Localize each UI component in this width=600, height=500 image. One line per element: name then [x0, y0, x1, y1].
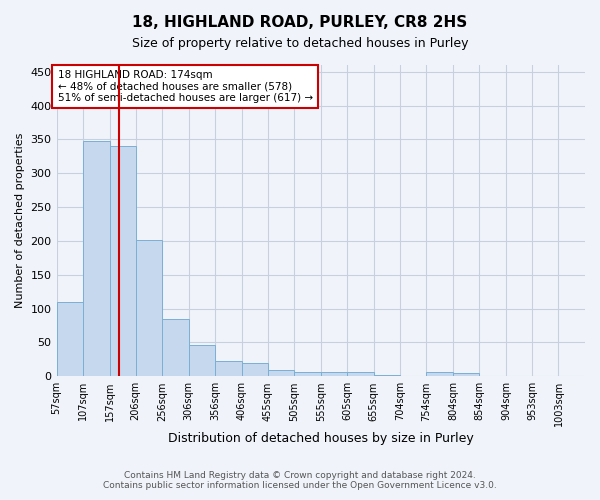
Bar: [321, 372, 347, 376]
Bar: [136, 240, 162, 376]
Bar: [294, 372, 321, 376]
Bar: [374, 375, 400, 376]
Bar: [110, 146, 136, 376]
Bar: [242, 363, 268, 376]
Bar: [427, 372, 453, 376]
X-axis label: Distribution of detached houses by size in Purley: Distribution of detached houses by size …: [168, 432, 473, 445]
Bar: [83, 141, 110, 376]
Bar: [56, 302, 83, 376]
Bar: [162, 320, 188, 376]
Y-axis label: Number of detached properties: Number of detached properties: [15, 133, 25, 308]
Text: Size of property relative to detached houses in Purley: Size of property relative to detached ho…: [132, 38, 468, 51]
Bar: [453, 373, 479, 376]
Text: Contains HM Land Registry data © Crown copyright and database right 2024.
Contai: Contains HM Land Registry data © Crown c…: [103, 470, 497, 490]
Bar: [215, 362, 242, 376]
Text: 18, HIGHLAND ROAD, PURLEY, CR8 2HS: 18, HIGHLAND ROAD, PURLEY, CR8 2HS: [133, 15, 467, 30]
Text: 18 HIGHLAND ROAD: 174sqm
← 48% of detached houses are smaller (578)
51% of semi-: 18 HIGHLAND ROAD: 174sqm ← 48% of detach…: [58, 70, 313, 103]
Bar: [268, 370, 294, 376]
Bar: [188, 345, 215, 376]
Bar: [347, 372, 374, 376]
